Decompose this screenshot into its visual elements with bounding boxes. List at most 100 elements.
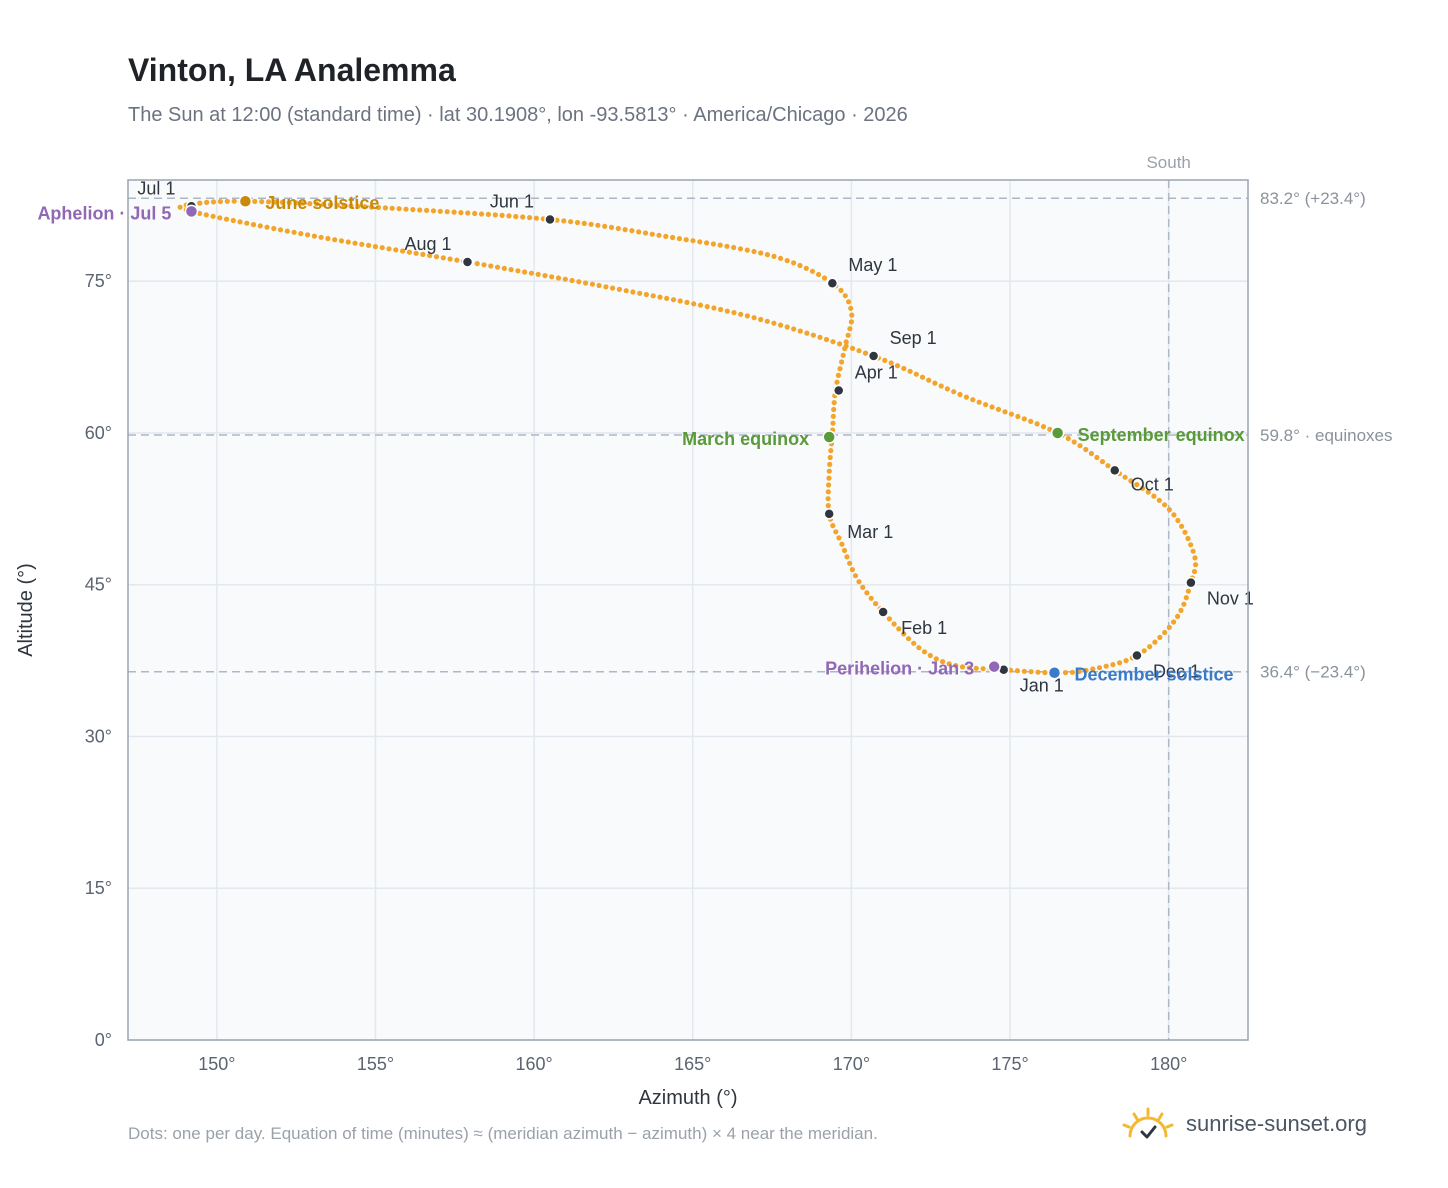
x-tick-label: 165° — [674, 1054, 711, 1074]
daily-dot — [816, 271, 822, 278]
month-label: May 1 — [848, 255, 897, 275]
daily-dot — [197, 200, 203, 206]
reference-label: 36.4° (−23.4°) — [1260, 663, 1366, 682]
daily-dot — [217, 198, 223, 205]
daily-dot — [764, 252, 771, 258]
event-marker — [987, 659, 1001, 674]
brand[interactable]: sunrise-sunset.org — [1120, 1104, 1367, 1144]
daily-dot — [826, 475, 832, 481]
daily-dot — [810, 332, 817, 338]
daily-dot — [520, 214, 526, 220]
daily-dot — [836, 535, 842, 541]
daily-dot — [940, 659, 946, 665]
y-tick-label: 30° — [85, 726, 112, 746]
month-label: Nov 1 — [1207, 589, 1254, 609]
daily-dot — [622, 227, 628, 233]
month-label: Jan 1 — [1020, 676, 1064, 696]
daily-dot — [826, 468, 832, 474]
daily-dot — [447, 256, 453, 262]
daily-dot — [410, 207, 416, 213]
daily-dot — [1040, 424, 1047, 430]
daily-dot — [691, 301, 697, 307]
daily-dot — [603, 284, 609, 290]
daily-dot — [663, 233, 669, 239]
daily-dot — [907, 368, 913, 374]
daily-dot — [321, 201, 327, 207]
daily-dot — [615, 225, 621, 232]
daily-dot — [657, 294, 663, 300]
daily-dot — [369, 204, 375, 210]
daily-dot — [983, 402, 989, 408]
daily-dot — [494, 264, 501, 270]
daily-dot — [341, 202, 347, 209]
daily-dot — [896, 626, 902, 632]
daily-dot — [277, 227, 284, 233]
daily-dot — [710, 241, 717, 247]
daily-dot — [938, 383, 944, 389]
daily-dot — [835, 372, 842, 378]
daily-dot — [1117, 660, 1123, 666]
month-label: Jul 1 — [137, 178, 175, 198]
daily-dot — [704, 240, 710, 246]
daily-dot — [454, 257, 460, 263]
daily-dot — [327, 202, 333, 208]
daily-dot — [1156, 497, 1162, 503]
daily-dot — [581, 220, 587, 226]
month-label: Apr 1 — [855, 362, 898, 382]
daily-dot — [849, 567, 856, 573]
daily-dot — [444, 209, 450, 215]
daily-dot — [840, 352, 846, 358]
daily-dot — [843, 339, 849, 345]
daily-dot — [901, 631, 907, 637]
daily-dot — [561, 218, 567, 224]
daily-dot — [424, 207, 430, 213]
daily-dot — [718, 306, 724, 313]
daily-dot — [203, 212, 209, 218]
daily-dot — [252, 198, 258, 204]
daily-dot — [771, 253, 777, 259]
daily-dot — [771, 320, 777, 326]
daily-dot — [300, 200, 306, 206]
daily-dot — [284, 228, 290, 234]
daily-dot — [837, 366, 843, 372]
event-marker — [822, 430, 836, 444]
x-axis-label: Azimuth (°) — [638, 1087, 737, 1109]
daily-dot — [527, 215, 533, 221]
daily-dot — [886, 616, 893, 622]
daily-dot — [610, 285, 616, 291]
daily-dot — [223, 216, 230, 222]
y-tick-label: 60° — [85, 423, 112, 443]
month-marker — [867, 350, 880, 362]
daily-dot — [1047, 426, 1053, 432]
daily-dot — [596, 282, 602, 289]
event-label: September equinox — [1078, 425, 1245, 445]
daily-dot — [293, 200, 299, 206]
footnote: Dots: one per day. Equation of time (min… — [128, 1124, 878, 1143]
daily-dot — [1015, 413, 1021, 420]
daily-dot — [919, 374, 926, 380]
daily-dot — [485, 211, 491, 217]
daily-dot — [311, 233, 317, 239]
y-tick-label: 75° — [85, 271, 112, 291]
daily-dot — [1157, 634, 1163, 641]
daily-dot — [926, 377, 932, 383]
brand-name: sunrise-sunset.org — [1186, 1111, 1367, 1136]
daily-dot — [778, 255, 784, 261]
daily-dot — [717, 242, 723, 248]
daily-dot — [430, 208, 437, 214]
daily-dot — [731, 310, 737, 316]
daily-dot — [845, 332, 851, 338]
event-label: March equinox — [682, 429, 809, 449]
month-label: Dec 1 — [1153, 662, 1200, 682]
daily-dot — [642, 230, 649, 236]
daily-dot — [643, 291, 650, 298]
daily-dot — [1028, 669, 1034, 675]
daily-dot — [602, 223, 608, 229]
daily-dot — [758, 250, 764, 256]
daily-dot — [916, 645, 922, 651]
month-marker — [1108, 464, 1121, 477]
daily-dot — [307, 201, 313, 207]
daily-dot — [318, 234, 324, 240]
daily-dot — [427, 252, 433, 259]
